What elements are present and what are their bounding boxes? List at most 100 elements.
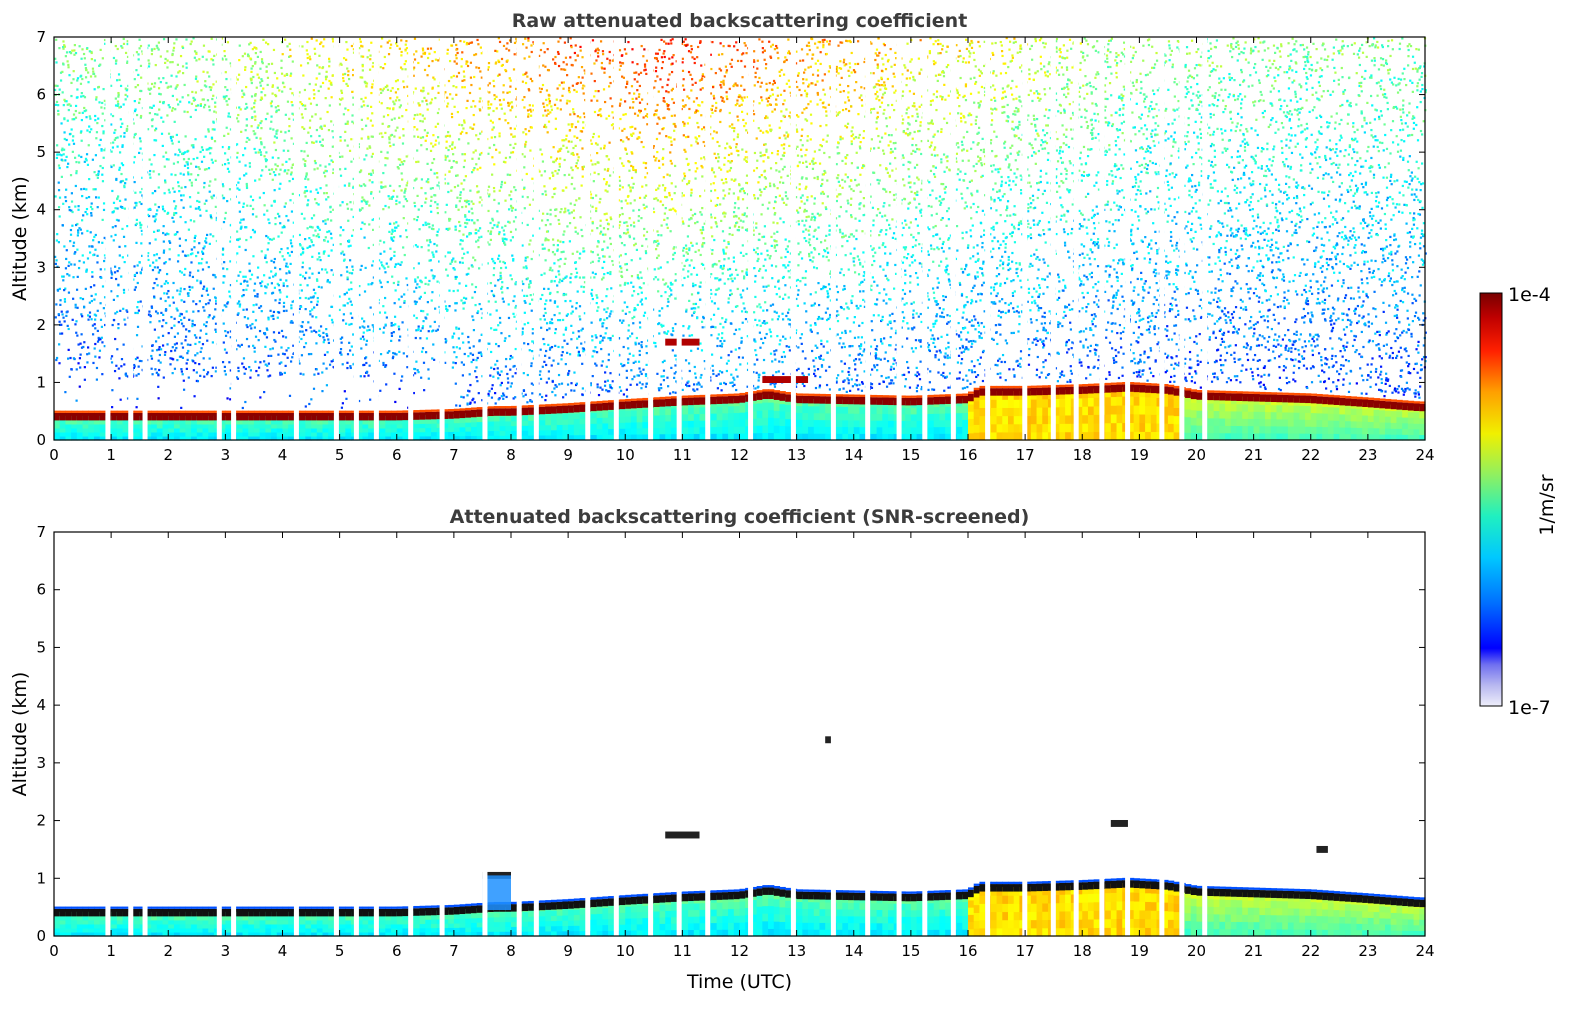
- noise-dot: [380, 102, 383, 105]
- noise-dot: [446, 155, 449, 158]
- noise-dot: [150, 163, 153, 166]
- noise-dot: [417, 262, 420, 265]
- noise-dot: [200, 294, 204, 297]
- bl-edge-cell: [396, 410, 404, 413]
- noise-dot: [180, 194, 183, 197]
- bl-cell: [219, 435, 226, 441]
- noise-dot: [176, 332, 180, 335]
- noise-dot: [421, 120, 424, 123]
- noise-dot: [285, 214, 288, 218]
- noise-dot: [405, 39, 408, 43]
- noise-dot: [317, 333, 321, 337]
- noise-dot: [182, 206, 185, 209]
- bl-cell: [133, 427, 141, 433]
- noise-dot: [250, 67, 253, 70]
- noise-dot: [401, 163, 405, 166]
- noise-dot: [313, 159, 317, 163]
- noise-dot: [322, 331, 325, 335]
- noise-dot: [221, 247, 225, 250]
- bl-cell: [202, 427, 209, 433]
- noise-dot: [268, 238, 272, 241]
- noise-dot: [302, 251, 305, 254]
- noise-dot: [494, 392, 497, 395]
- noise-dot: [238, 300, 241, 303]
- noise-dot: [276, 282, 279, 286]
- noise-dot: [367, 135, 370, 138]
- noise-dot: [506, 377, 510, 380]
- noise-dot: [281, 255, 284, 258]
- noise-dot: [306, 203, 309, 206]
- noise-dot: [382, 208, 385, 211]
- noise-dot: [159, 269, 162, 272]
- noise-dot: [175, 211, 178, 215]
- noise-dot: [76, 96, 79, 99]
- noise-dot: [396, 166, 399, 169]
- noise-dot: [304, 405, 307, 408]
- noise-dot: [505, 357, 508, 361]
- bl-edge-cell: [511, 405, 518, 409]
- noise-dot: [492, 85, 496, 88]
- noise-dot: [68, 261, 71, 264]
- noise-dot: [425, 180, 428, 183]
- noise-dot: [289, 321, 292, 324]
- noise-dot: [524, 81, 528, 85]
- noise-dot: [328, 79, 331, 83]
- noise-dot: [417, 61, 420, 65]
- noise-dot: [226, 331, 230, 334]
- noise-dot: [361, 63, 364, 67]
- noise-dot: [254, 179, 257, 182]
- noise-dot: [398, 201, 401, 204]
- noise-dot: [500, 370, 503, 373]
- bl-edge-cell: [253, 410, 261, 413]
- noise-dot: [420, 246, 423, 249]
- noise-dot: [498, 231, 501, 234]
- noise-dot: [80, 57, 83, 60]
- noise-dot: [245, 106, 249, 109]
- noise-dot: [161, 205, 164, 208]
- noise-dot: [503, 242, 506, 245]
- noise-dot: [388, 197, 391, 200]
- noise-dot: [380, 150, 383, 153]
- noise-dot: [470, 207, 473, 210]
- noise-dot: [174, 153, 177, 156]
- noise-dot: [273, 257, 276, 261]
- noise-dot: [466, 41, 469, 45]
- noise-dot: [432, 158, 436, 161]
- bl-cell: [402, 427, 409, 433]
- noise-dot: [506, 173, 509, 176]
- noise-dot: [187, 376, 190, 379]
- noise-dot: [245, 337, 249, 341]
- noise-dot: [364, 96, 367, 99]
- noise-dot: [360, 118, 363, 121]
- noise-dot: [528, 302, 532, 306]
- noise-dot: [164, 179, 167, 182]
- bl-cell: [396, 435, 404, 441]
- noise-dot: [158, 353, 161, 357]
- noise-dot: [523, 323, 526, 326]
- noise-dot: [189, 42, 192, 46]
- noise-dot: [96, 254, 99, 257]
- bl-top-cell: [82, 412, 89, 421]
- bl-cell: [54, 431, 61, 437]
- noise-dot: [426, 74, 429, 77]
- noise-dot: [436, 211, 439, 215]
- noise-dot: [102, 156, 105, 159]
- noise-dot: [497, 202, 500, 205]
- noise-dot: [430, 98, 434, 101]
- noise-dot: [501, 297, 504, 300]
- noise-dot: [499, 384, 502, 387]
- noise-dot: [156, 209, 159, 212]
- noise-dot: [256, 276, 259, 279]
- noise-dot: [390, 321, 393, 325]
- noise-dot: [371, 324, 374, 327]
- noise-dot: [163, 262, 166, 265]
- noise-dot: [480, 353, 483, 356]
- noise-dot: [70, 209, 73, 212]
- noise-dot: [437, 84, 440, 88]
- noise-dot: [196, 199, 199, 203]
- noise-dot: [492, 375, 495, 378]
- noise-dot: [322, 171, 326, 174]
- bl-top-cell: [425, 411, 432, 420]
- bl-cell: [168, 431, 175, 437]
- noise-dot: [389, 89, 393, 92]
